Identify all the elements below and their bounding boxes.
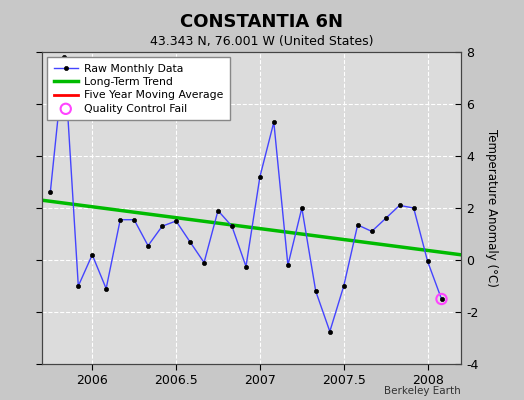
- Raw Monthly Data: [75, 284, 81, 288]
- Raw Monthly Data: [229, 224, 235, 228]
- Raw Monthly Data: [145, 243, 151, 248]
- Raw Monthly Data: [89, 252, 95, 257]
- Raw Monthly Data: [215, 208, 221, 213]
- Raw Monthly Data: [285, 263, 291, 268]
- Raw Monthly Data: [131, 217, 137, 222]
- Raw Monthly Data: [243, 264, 249, 269]
- Raw Monthly Data: [397, 203, 403, 208]
- Raw Monthly Data: [299, 206, 305, 210]
- Raw Monthly Data: [355, 222, 361, 227]
- Raw Monthly Data: [341, 284, 347, 288]
- Line: Raw Monthly Data: Raw Monthly Data: [48, 55, 444, 334]
- Raw Monthly Data: [424, 259, 431, 264]
- Quality Control Fail: [438, 296, 446, 302]
- Raw Monthly Data: [439, 297, 445, 302]
- Raw Monthly Data: [326, 329, 333, 334]
- Text: CONSTANTIA 6N: CONSTANTIA 6N: [180, 13, 344, 31]
- Raw Monthly Data: [117, 217, 123, 222]
- Text: Berkeley Earth: Berkeley Earth: [385, 386, 461, 396]
- Raw Monthly Data: [187, 239, 193, 244]
- Raw Monthly Data: [271, 120, 277, 125]
- Raw Monthly Data: [159, 224, 165, 228]
- Raw Monthly Data: [257, 174, 263, 179]
- Y-axis label: Temperature Anomaly (°C): Temperature Anomaly (°C): [485, 129, 498, 287]
- Raw Monthly Data: [173, 218, 179, 223]
- Raw Monthly Data: [368, 229, 375, 234]
- Legend: Raw Monthly Data, Long-Term Trend, Five Year Moving Average, Quality Control Fai: Raw Monthly Data, Long-Term Trend, Five …: [47, 58, 230, 120]
- Raw Monthly Data: [47, 190, 53, 195]
- Raw Monthly Data: [61, 55, 68, 60]
- Raw Monthly Data: [313, 289, 319, 294]
- Raw Monthly Data: [410, 206, 417, 210]
- Raw Monthly Data: [383, 216, 389, 221]
- Raw Monthly Data: [201, 260, 207, 265]
- Raw Monthly Data: [103, 286, 110, 291]
- Text: 43.343 N, 76.001 W (United States): 43.343 N, 76.001 W (United States): [150, 36, 374, 48]
